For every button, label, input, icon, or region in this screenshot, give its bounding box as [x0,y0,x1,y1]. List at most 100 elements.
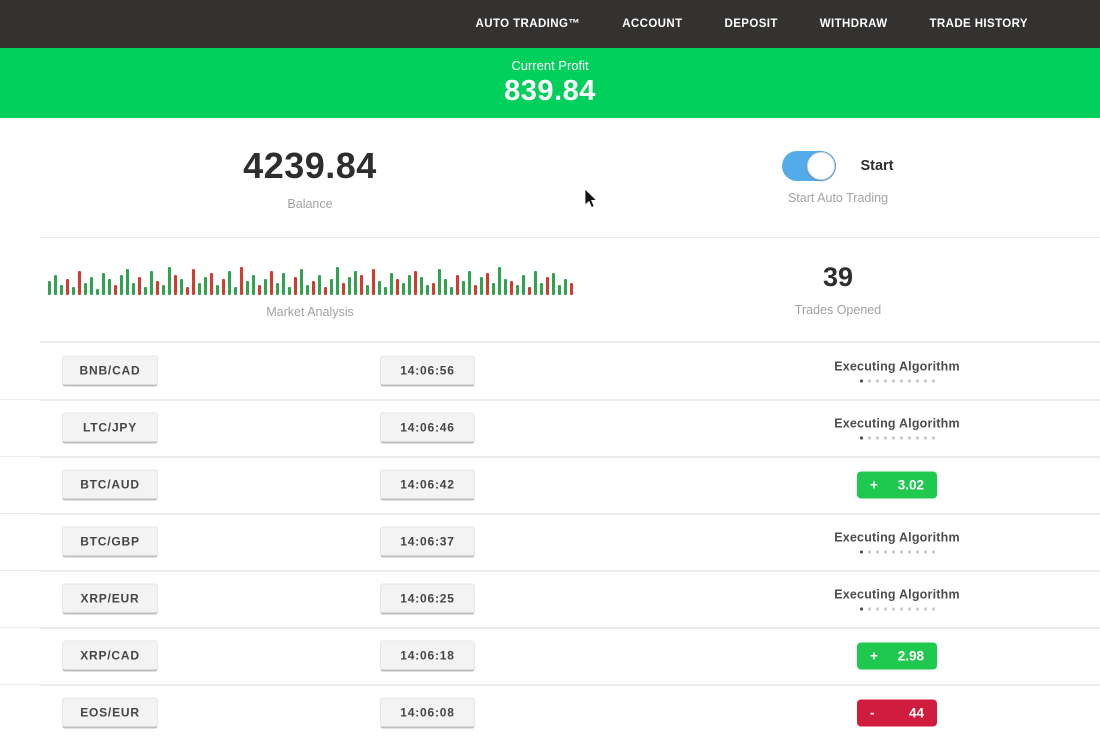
trade-time-chip: 14:06:37 [380,526,475,558]
market-bar [161,284,165,295]
executing-algorithm-label: Executing Algorithm [834,587,960,602]
progress-dot [867,550,871,554]
progress-dot [875,379,879,382]
market-bar [77,270,81,295]
market-bar [461,280,465,295]
market-bar [521,274,525,295]
market-bar [503,278,507,295]
progress-dot [931,550,935,554]
progress-dot [883,436,887,440]
market-bar [491,282,495,295]
market-analysis-label: Market Analysis [266,304,354,319]
section-divider [40,237,1100,238]
trade-status: +2.98 [787,642,1007,670]
market-bar [335,266,339,295]
market-bar [359,274,363,295]
trade-pair-chip[interactable]: BTC/GBP [62,526,158,558]
market-bar [383,286,387,295]
market-bar [389,272,393,295]
nav-item-withdraw[interactable]: WITHDRAW [819,18,888,30]
market-bar [347,276,351,295]
progress-dot [931,607,935,611]
progress-dot [859,379,863,382]
progress-dots [859,607,935,611]
profit-badge: +3.02 [857,471,937,499]
trade-time-chip: 14:06:08 [380,697,475,729]
trade-pair-chip[interactable]: XRP/CAD [62,640,158,672]
market-bar [311,280,315,295]
trades-opened-value: 39 [822,262,854,292]
progress-dot [883,607,887,611]
progress-dot [915,550,919,554]
auto-trading-block: Start Start Auto Trading [620,118,1100,237]
trade-pair-chip[interactable]: LTC/JPY [62,412,158,444]
market-analysis-section: Market Analysis 39 Trades Opened [0,238,1100,341]
current-profit-banner: Current Profit 839.84 [0,48,1100,118]
market-bar [329,278,333,295]
trade-status: Executing Algorithm [787,359,1007,382]
nav-item-auto-trading[interactable]: AUTO TRADING™ [475,18,581,30]
badge-sign: - [870,705,875,721]
market-bar [71,286,75,295]
current-profit-value: 839.84 [504,75,596,107]
progress-dot [907,550,911,554]
market-bar [53,274,57,295]
trade-pair-chip[interactable]: XRP/EUR [62,583,158,615]
market-bar [467,270,471,295]
market-bar [107,278,111,295]
trade-row: BTC/GBP 14:06:37 Executing Algorithm [0,513,1100,570]
progress-dot [931,436,935,440]
market-bar [137,276,141,295]
trade-row: XRP/EUR 14:06:25 Executing Algorithm [0,570,1100,627]
market-bar [257,284,261,295]
market-bar [557,284,561,295]
progress-dot [867,379,871,382]
balance-label: Balance [287,196,333,211]
toggle-knob-icon [807,151,836,180]
market-bar [239,266,243,295]
top-navbar: AUTO TRADING™ ACCOUNT DEPOSIT WITHDRAW TRADE… [0,0,1100,48]
nav-item-trade-history[interactable]: TRADE HISTORY [929,18,1028,30]
market-bar [185,286,189,295]
market-bar [89,276,93,295]
nav-item-account[interactable]: ACCOUNT [622,18,683,30]
market-bar [407,274,411,295]
market-bar [515,284,519,295]
market-bar [305,284,309,295]
market-bar [203,276,207,295]
market-bar [125,268,129,295]
trade-status: +3.02 [787,471,1007,499]
trade-time-chip: 14:06:25 [380,583,475,615]
market-bar [149,270,153,295]
market-analysis-block: Market Analysis [0,238,620,341]
trade-time-chip: 14:06:42 [380,469,475,501]
trade-pair-chip[interactable]: EOS/EUR [62,697,158,729]
trade-pair-chip[interactable]: BNB/CAD [62,355,158,386]
market-bar [455,274,459,295]
trade-pair-chip[interactable]: BTC/AUD [62,469,158,501]
progress-dot [931,379,935,382]
progress-dot [907,607,911,611]
trade-list: BNB/CAD 14:06:56 Executing Algorithm LTC/JP… [0,342,1100,741]
nav-item-deposit[interactable]: DEPOSIT [724,18,778,30]
progress-dot [891,379,895,382]
auto-trading-toggle[interactable] [782,150,837,181]
market-bar [323,286,327,295]
market-bar [443,278,447,295]
market-bar [479,276,483,295]
market-bar [143,286,147,295]
trade-row: BNB/CAD 14:06:56 Executing Algorithm [0,342,1100,399]
market-bar [155,280,159,295]
trade-status: Executing Algorithm [787,417,1007,440]
market-bar [209,272,213,295]
badge-amount: 3.02 [897,477,924,493]
row-divider [40,685,1100,686]
market-bar [233,286,237,295]
progress-dot [915,607,919,611]
progress-dot [899,436,903,440]
market-bar [113,284,117,295]
progress-dot [907,379,911,382]
progress-dot [923,550,927,554]
progress-dot [923,607,927,611]
